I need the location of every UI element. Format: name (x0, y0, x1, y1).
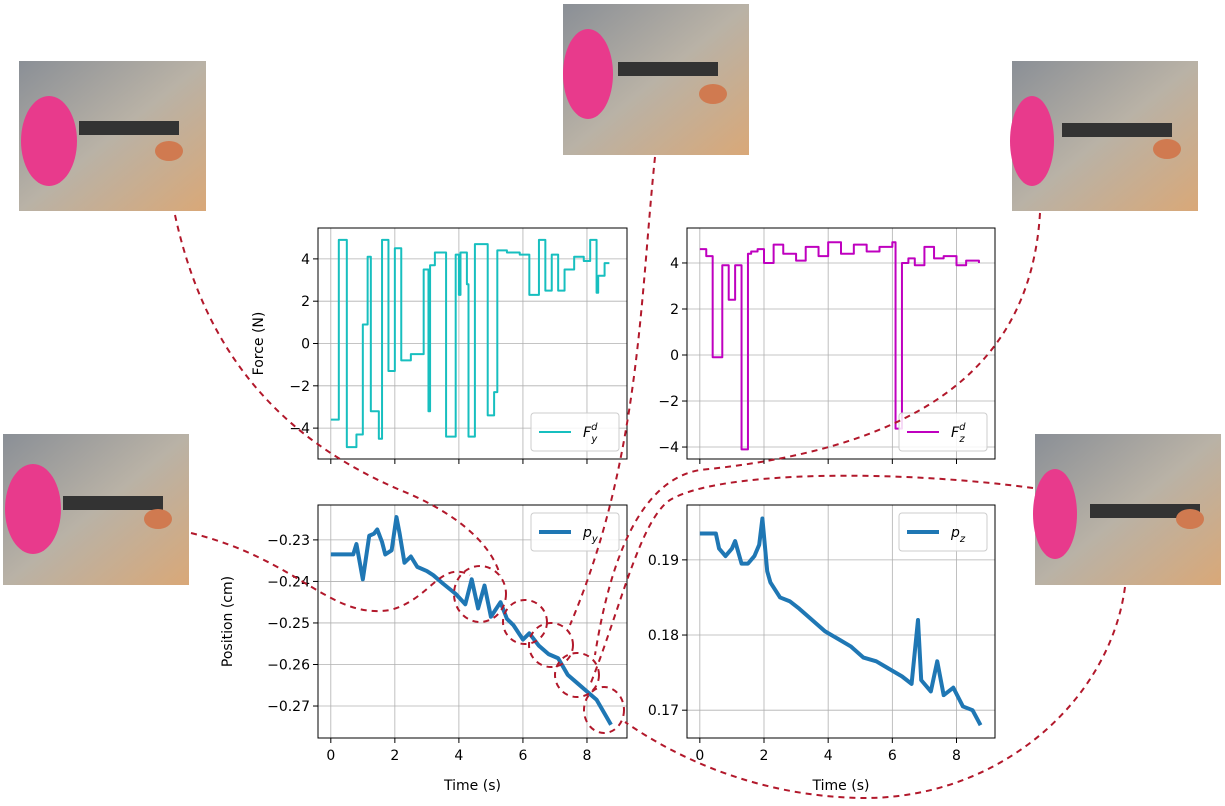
x-axis-label: Time (s) (443, 778, 501, 794)
x-tick-label: 6 (518, 748, 527, 764)
x-tick-label: 2 (760, 748, 769, 764)
chart: 0 2 4 6 8 0.17 0.18 0.19 Time (s) pz (648, 505, 995, 794)
x-tick-label: 0 (326, 748, 335, 764)
photo (1010, 61, 1198, 211)
highlight (454, 566, 506, 622)
y-tick-label: 0 (301, 337, 310, 353)
x-axis-label: Time (s) (812, 778, 870, 794)
photo (563, 4, 749, 155)
y-tick-label: −2 (289, 379, 310, 395)
y-tick-label: −2 (658, 394, 679, 410)
x-tick-label: 2 (390, 748, 399, 764)
photo (19, 61, 206, 211)
y-axis-label: Force (N) (251, 312, 267, 376)
y-tick-label: 2 (301, 294, 310, 310)
legend: pz (899, 513, 987, 551)
x-tick-label: 8 (583, 748, 592, 764)
y-tick-label: −0.27 (267, 699, 310, 715)
connector (570, 157, 655, 625)
y-tick-label: 0.18 (648, 628, 679, 644)
connector (175, 215, 500, 575)
y-tick-label: 2 (670, 302, 679, 318)
x-tick-label: 4 (454, 748, 463, 764)
y-tick-label: −4 (658, 440, 679, 456)
y-tick-label: 0.19 (648, 553, 679, 569)
y-tick-label: −0.23 (267, 533, 310, 549)
x-tick-label: 4 (824, 748, 833, 764)
y-tick-label: −0.26 (267, 657, 310, 673)
x-tick-label: 8 (952, 748, 961, 764)
x-tick-label: 6 (888, 748, 897, 764)
y-tick-label: 4 (301, 252, 310, 268)
y-axis-label: Position (cm) (220, 576, 236, 667)
photo (3, 434, 189, 585)
y-tick-label: 0.17 (648, 703, 679, 719)
photo (1033, 434, 1221, 585)
y-tick-label: −0.25 (267, 616, 310, 632)
x-tick-label: 0 (695, 748, 704, 764)
connector (590, 476, 1033, 685)
figure: −4−2024Force (N)Fdy−4−2024Fdz02468−0.27−… (0, 0, 1225, 802)
y-tick-label: 4 (670, 256, 679, 272)
y-tick-label: 0 (670, 348, 679, 364)
highlight (529, 623, 573, 667)
